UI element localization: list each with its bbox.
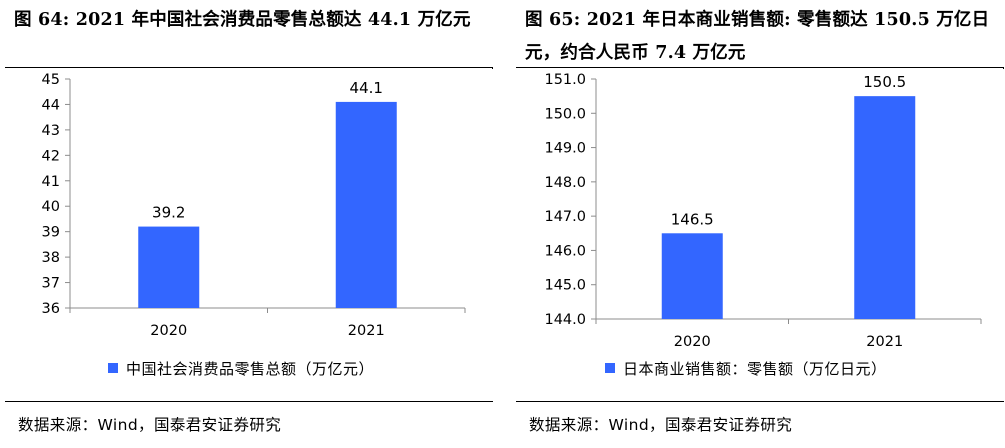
bar (661, 233, 723, 319)
chart-legend: 中国社会消费品零售总额（万亿元） (108, 358, 374, 378)
title-rule (5, 67, 493, 69)
chart-area: 36 37 38 39 40 41 42 43 44 45 39.2 2020 44.1 2021 中国社… (5, 68, 492, 401)
data-label: 39.2 (152, 204, 185, 222)
y-tick-label: 43 (42, 123, 60, 139)
y-tick-label: 37 (42, 276, 60, 292)
source-note: 数据来源：Wind，国泰君安证券研究 (529, 416, 793, 434)
y-tick-label: 150.0 (544, 106, 586, 122)
y-tick-label: 144.0 (544, 312, 586, 328)
legend-label: 日本商业销售额：零售额（万亿日元） (623, 359, 887, 378)
source-rule (5, 401, 493, 402)
x-tick-label: 2020 (150, 323, 187, 339)
y-tick-label: 44 (42, 97, 60, 113)
y-tick-label: 36 (42, 301, 60, 317)
data-label: 150.5 (863, 73, 906, 91)
x-tick-label: 2020 (674, 334, 711, 350)
data-label: 146.5 (671, 210, 714, 228)
legend-swatch (605, 363, 615, 373)
y-tick-label: 38 (42, 250, 60, 266)
bar (138, 226, 200, 308)
y-tick-label: 45 (42, 72, 60, 88)
y-tick-label: 146.0 (544, 243, 586, 259)
y-tick-label: 145.0 (544, 278, 586, 294)
chart-area: 144.0 145.0 146.0 147.0 148.0 149.0 150.0 151.0… (516, 68, 1003, 401)
y-tick-label: 40 (42, 199, 60, 215)
y-tick-label: 41 (42, 174, 60, 190)
y-tick-label: 149.0 (544, 141, 586, 157)
y-tick-label: 39 (42, 225, 60, 241)
chart-legend: 日本商业销售额：零售额（万亿日元） (605, 358, 887, 378)
bar-chart-china-retail: 36 37 38 39 40 41 42 43 44 45 39.2 2020 44.1 2021 (42, 72, 466, 339)
y-tick-label: 147.0 (544, 209, 586, 225)
figure-65-panel: 图 65: 2021 年日本商业销售额: 零售额达 150.5 万亿日元，约合人… (511, 0, 1005, 448)
source-rule (516, 401, 1004, 402)
x-tick-label: 2021 (866, 334, 903, 350)
bar (854, 96, 916, 319)
data-label: 44.1 (350, 79, 383, 97)
source-note: 数据来源：Wind，国泰君安证券研究 (18, 416, 282, 434)
figure-64-panel: 图 64: 2021 年中国社会消费品零售总额达 44.1 万亿元 36 37 38… (0, 0, 494, 448)
title-rule (516, 67, 1004, 69)
figure-title: 图 65: 2021 年日本商业销售额: 零售额达 150.5 万亿日元，约合人… (525, 10, 990, 63)
x-tick-label: 2021 (348, 323, 385, 339)
y-tick-label: 42 (42, 148, 60, 164)
y-tick-label: 148.0 (544, 175, 586, 191)
figure-title: 图 64: 2021 年中国社会消费品零售总额达 44.1 万亿元 (14, 10, 471, 30)
legend-swatch (108, 363, 118, 373)
bar-chart-japan-retail: 144.0 145.0 146.0 147.0 148.0 149.0 150.0 151.0… (544, 72, 982, 350)
bar (335, 101, 397, 309)
y-tick-label: 151.0 (544, 72, 586, 88)
legend-label: 中国社会消费品零售总额（万亿元） (126, 359, 375, 378)
